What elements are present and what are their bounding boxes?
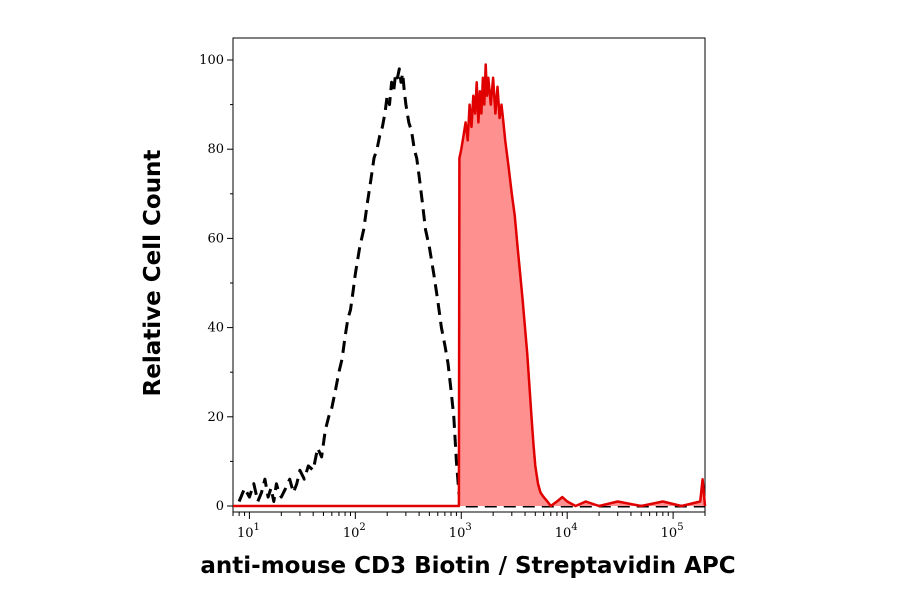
x-tick-label: 101 — [237, 522, 260, 541]
x-tick-label: 102 — [343, 522, 366, 541]
x-axis-title: anti-mouse CD3 Biotin / Streptavidin APC — [200, 553, 735, 579]
y-tick-label: 60 — [207, 231, 224, 246]
x-tick-label: 103 — [449, 522, 472, 541]
y-axis-title: Relative Cell Count — [140, 150, 166, 397]
y-tick-label: 20 — [207, 410, 224, 425]
series-0-line — [237, 67, 705, 508]
series-1-line — [233, 63, 707, 508]
y-tick-label: 40 — [207, 321, 224, 336]
y-axis-ticks: 0 20 40 60 80 100 — [199, 53, 233, 514]
x-tick-label: 105 — [661, 522, 684, 541]
y-tick-label: 100 — [199, 53, 224, 68]
x-axis-ticks: 101 102 103 104 105 — [232, 512, 706, 541]
series-1-fill — [233, 64, 705, 506]
y-tick-label: 0 — [216, 499, 224, 514]
series-layer — [233, 63, 707, 508]
y-tick-label: 80 — [207, 142, 224, 157]
plot-frame — [232, 37, 706, 513]
x-tick-label: 104 — [555, 522, 578, 541]
